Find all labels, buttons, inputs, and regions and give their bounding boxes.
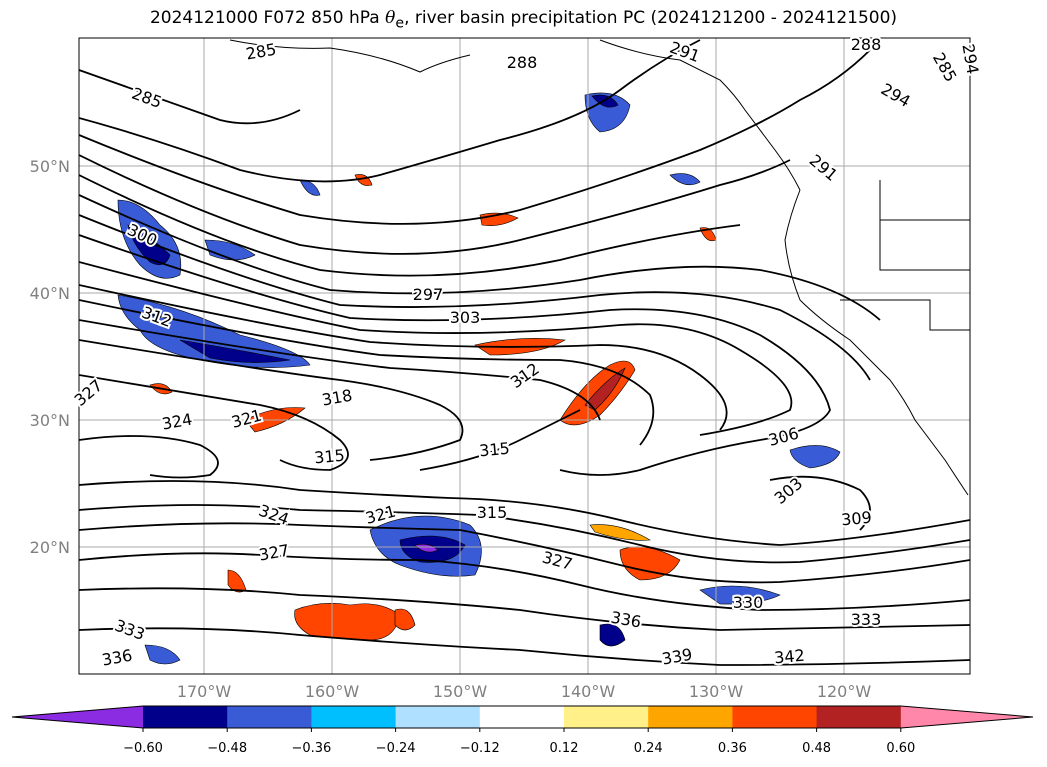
precip-blob-neg	[669, 173, 701, 186]
contour-label: 309	[840, 508, 872, 530]
colorbar-tick-label: −0.60	[123, 741, 163, 756]
precip-blob-neg	[599, 623, 626, 647]
colorbar-segment	[732, 706, 818, 728]
lat-label-50n: 50°N	[30, 157, 70, 176]
precip-blob-pos	[294, 603, 401, 641]
theta-e-contours	[79, 39, 970, 666]
lon-label-120w: 120°W	[817, 682, 872, 701]
colorbar-tick-label: 0.12	[550, 741, 579, 756]
precip-blob-neg	[144, 644, 181, 665]
title-suffix: , river basin precipitation PC (20241212…	[404, 8, 898, 28]
contour-label: 297	[413, 285, 444, 304]
precip-blob-neg	[584, 92, 631, 133]
precip-blobs	[117, 92, 841, 665]
contour-label: 288	[851, 35, 882, 54]
title-prefix: 2024121000 F072 850 hPa	[149, 8, 386, 28]
precip-blob-neg	[699, 585, 781, 605]
colorbar-segment	[143, 706, 228, 728]
colorbar-tick-label: −0.24	[376, 741, 416, 756]
colorbar-segment	[816, 706, 902, 728]
precip-blob-pos	[589, 524, 651, 541]
map-content	[79, 38, 970, 674]
contour-label: 288	[507, 53, 538, 72]
theta-subscript: e	[395, 15, 405, 32]
precip-blob-neg	[204, 239, 256, 261]
lon-label-150w: 150°W	[433, 682, 488, 701]
colorbar-segment	[227, 706, 312, 728]
contour-label: 330	[733, 593, 764, 612]
colorbar-tick-label: 0.60	[886, 741, 915, 756]
colorbar: −0.60 −0.48 −0.36 −0.24 −0.12 0.12 0.24 0.36 0.4…	[11, 705, 1034, 756]
colorbar-segment	[564, 706, 649, 728]
lon-label-130w: 130°W	[689, 682, 744, 701]
contour-label: 315	[313, 446, 345, 468]
colorbar-segment	[648, 706, 733, 728]
map-frame	[78, 37, 971, 675]
precip-blob-neg	[789, 445, 841, 469]
colorbar-tick-label: −0.36	[291, 741, 331, 756]
colorbar-segment	[395, 706, 481, 728]
colorbar-tick-label: 0.24	[634, 741, 663, 756]
lat-label-30n: 30°N	[30, 411, 70, 430]
map-title: 2024121000 F072 850 hPa θe, river basin …	[0, 8, 1047, 31]
precip-blob-neg	[179, 339, 291, 363]
precip-blob-neg	[414, 543, 439, 553]
coastlines	[229, 39, 970, 496]
contour-label: 315	[477, 503, 508, 522]
colorbar-segment	[479, 706, 565, 728]
contour-label: 333	[851, 610, 882, 629]
contour-label: 285	[244, 40, 277, 64]
lon-label-170w: 170°W	[177, 682, 232, 701]
contour-label: 303	[450, 308, 481, 327]
lon-label-140w: 140°W	[561, 682, 616, 701]
contour-label: 315	[478, 439, 510, 461]
lon-label-160w: 160°W	[305, 682, 360, 701]
colorbar-extend-max	[900, 706, 1033, 728]
lat-label-40n: 40°N	[30, 284, 70, 303]
lat-label-20n: 20°N	[30, 538, 70, 557]
precip-blob-pos	[584, 367, 626, 411]
theta-symbol: θ	[385, 8, 396, 28]
colorbar-tick-label: 0.36	[718, 741, 747, 756]
colorbar-tick-label: −0.48	[207, 741, 247, 756]
contour-label: 342	[773, 646, 805, 668]
colorbar-segment	[311, 706, 397, 728]
colorbar-extend-min	[12, 706, 143, 728]
precip-blob-pos	[394, 608, 416, 631]
precip-blob-pos	[354, 174, 373, 186]
colorbar-tick-label: −0.12	[460, 741, 500, 756]
colorbar-tick-label: 0.48	[802, 741, 831, 756]
